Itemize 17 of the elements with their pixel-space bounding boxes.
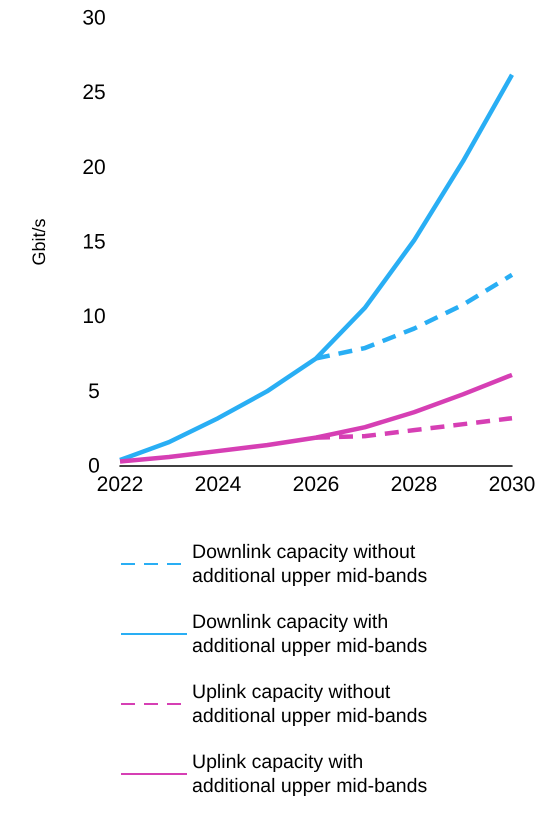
y-axis-title: Gbit/s xyxy=(29,218,49,266)
legend-label: Uplink capacity with additional upper mid-bands xyxy=(192,751,428,797)
line-series xyxy=(118,372,514,464)
legend-label: Uplink capacity without additional upper mid-bands xyxy=(192,681,428,727)
x-tick-label: 2026 xyxy=(292,473,340,496)
y-tick-label: 20 xyxy=(82,156,106,179)
y-tick-label: 25 xyxy=(82,81,106,104)
legend-label: Downlink capacity without additional upper mid-bands xyxy=(192,541,428,587)
line-series xyxy=(118,72,514,462)
y-tick-label: 30 xyxy=(82,6,106,30)
y-tick-label: 15 xyxy=(82,230,106,254)
y-tick-label: 5 xyxy=(88,380,100,403)
x-tick-label: 2024 xyxy=(194,473,242,496)
x-tick-label: 2028 xyxy=(390,473,438,496)
legend-label: Downlink capacity with additional upper mid-bands xyxy=(192,611,428,657)
y-tick-label: 10 xyxy=(82,305,106,328)
x-tick-label: 2030 xyxy=(488,473,536,496)
